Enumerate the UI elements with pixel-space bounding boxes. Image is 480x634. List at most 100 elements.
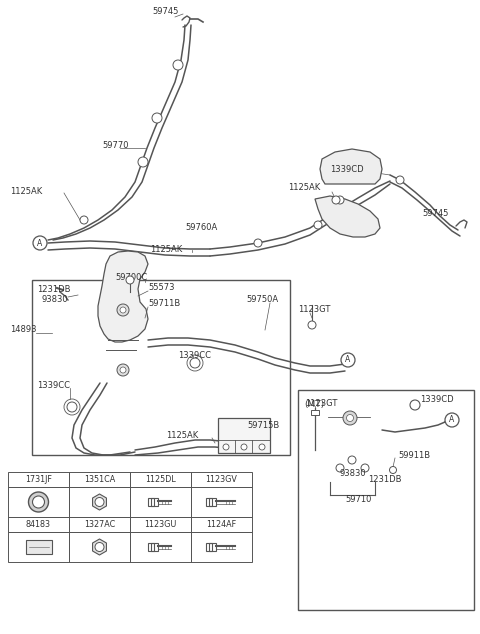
Text: A: A — [346, 356, 350, 365]
Circle shape — [120, 307, 126, 313]
Circle shape — [348, 456, 356, 464]
Bar — [32, 280, 290, 455]
Circle shape — [396, 176, 404, 184]
Polygon shape — [320, 149, 382, 184]
Circle shape — [33, 236, 47, 250]
Bar — [147, 543, 154, 551]
Text: 59760A: 59760A — [185, 224, 217, 233]
Bar — [8, 472, 69, 487]
Circle shape — [33, 496, 45, 508]
Text: 59745: 59745 — [422, 209, 448, 217]
Text: 84183: 84183 — [26, 520, 51, 529]
Circle shape — [138, 157, 148, 167]
Circle shape — [259, 444, 265, 450]
Text: 1123GT: 1123GT — [305, 399, 337, 408]
Text: 59715B: 59715B — [247, 420, 279, 429]
Text: 59745: 59745 — [152, 6, 179, 15]
Bar — [8, 517, 69, 532]
Bar — [208, 498, 216, 506]
Circle shape — [117, 364, 129, 376]
Bar — [191, 472, 252, 487]
Text: 55573: 55573 — [148, 283, 175, 292]
Circle shape — [336, 464, 344, 472]
Text: 59770: 59770 — [102, 141, 129, 150]
Bar — [69, 472, 130, 487]
Text: 1339CD: 1339CD — [330, 165, 364, 174]
Bar — [130, 532, 191, 562]
Circle shape — [445, 413, 459, 427]
Circle shape — [241, 444, 247, 450]
Circle shape — [341, 353, 355, 367]
Bar — [69, 487, 130, 517]
Bar — [8, 532, 69, 562]
Text: 1123GT: 1123GT — [298, 306, 330, 314]
Text: 1731JF: 1731JF — [25, 475, 52, 484]
Circle shape — [332, 196, 340, 204]
Circle shape — [389, 467, 396, 474]
Polygon shape — [93, 494, 107, 510]
Text: 1339CC: 1339CC — [37, 380, 70, 389]
Bar — [130, 472, 191, 487]
Text: 1327AC: 1327AC — [84, 520, 115, 529]
Bar — [218, 418, 270, 453]
Text: 93830: 93830 — [42, 295, 69, 304]
Circle shape — [361, 464, 369, 472]
Circle shape — [343, 411, 357, 425]
Circle shape — [95, 543, 104, 552]
Circle shape — [336, 196, 344, 204]
Bar — [151, 543, 157, 551]
Bar — [191, 532, 252, 562]
Text: 1125AK: 1125AK — [166, 430, 198, 439]
Bar — [69, 517, 130, 532]
Circle shape — [152, 113, 162, 123]
Bar — [205, 498, 212, 506]
Text: 1125DL: 1125DL — [145, 475, 176, 484]
Text: 1339CC: 1339CC — [178, 351, 211, 359]
Text: 59711B: 59711B — [148, 299, 180, 309]
Bar — [208, 543, 216, 551]
Text: 1123GU: 1123GU — [144, 520, 177, 529]
Text: (MT): (MT) — [304, 399, 324, 408]
Text: 59750A: 59750A — [246, 295, 278, 304]
Bar — [130, 517, 191, 532]
Text: 1351CA: 1351CA — [84, 475, 115, 484]
Circle shape — [308, 321, 316, 329]
Text: 1125AK: 1125AK — [288, 183, 320, 193]
Bar — [311, 410, 319, 415]
Circle shape — [254, 239, 262, 247]
Text: 59911B: 59911B — [398, 451, 430, 460]
Text: 1125AK: 1125AK — [10, 186, 42, 195]
Circle shape — [410, 400, 420, 410]
Text: 93830: 93830 — [340, 469, 367, 477]
Bar — [151, 498, 157, 506]
Text: 1231DB: 1231DB — [37, 285, 71, 294]
Polygon shape — [98, 251, 148, 342]
Text: 1123GV: 1123GV — [205, 475, 238, 484]
Text: 1125AK: 1125AK — [150, 245, 182, 254]
Circle shape — [120, 367, 126, 373]
Bar — [298, 390, 474, 610]
Bar — [130, 487, 191, 517]
Text: 1231DB: 1231DB — [368, 476, 401, 484]
Bar — [205, 543, 212, 551]
Text: 14893: 14893 — [10, 325, 36, 335]
Bar — [25, 540, 51, 554]
Circle shape — [173, 60, 183, 70]
Circle shape — [117, 304, 129, 316]
Text: 59700C: 59700C — [115, 273, 147, 281]
Bar — [191, 487, 252, 517]
Circle shape — [28, 492, 48, 512]
Text: 59710: 59710 — [345, 496, 372, 505]
Text: A: A — [37, 238, 43, 247]
Circle shape — [80, 216, 88, 224]
Text: A: A — [449, 415, 455, 425]
Bar — [8, 487, 69, 517]
Circle shape — [67, 402, 77, 412]
Circle shape — [347, 415, 353, 422]
Circle shape — [126, 276, 134, 284]
Circle shape — [95, 498, 104, 507]
Bar — [191, 517, 252, 532]
Circle shape — [223, 444, 229, 450]
Bar — [147, 498, 154, 506]
Circle shape — [190, 358, 200, 368]
